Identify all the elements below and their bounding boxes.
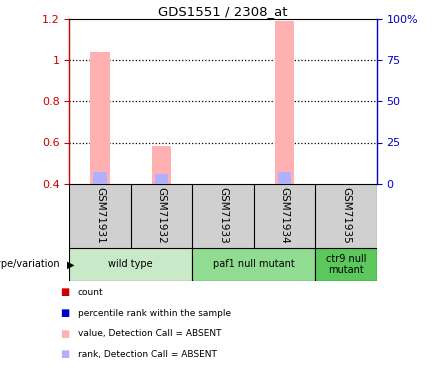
Bar <box>69 248 192 281</box>
Text: value, Detection Call = ABSENT: value, Detection Call = ABSENT <box>78 329 221 338</box>
Bar <box>90 52 110 184</box>
Text: GSM71933: GSM71933 <box>218 187 228 244</box>
Text: wild type: wild type <box>108 260 153 269</box>
Text: ■: ■ <box>61 329 70 339</box>
Text: ctr9 null
mutant: ctr9 null mutant <box>326 254 366 275</box>
Text: rank, Detection Call = ABSENT: rank, Detection Call = ABSENT <box>78 350 217 359</box>
Text: count: count <box>78 288 103 297</box>
Text: GSM71935: GSM71935 <box>341 187 351 244</box>
Bar <box>315 248 377 281</box>
Text: GSM71934: GSM71934 <box>279 187 290 244</box>
Text: GSM71931: GSM71931 <box>95 187 105 244</box>
Text: ■: ■ <box>61 308 70 318</box>
Text: ■: ■ <box>61 350 70 359</box>
Bar <box>278 172 291 184</box>
Text: ▶: ▶ <box>67 260 74 269</box>
Text: GSM71932: GSM71932 <box>156 187 167 244</box>
Text: ■: ■ <box>61 288 70 297</box>
Bar <box>155 174 168 184</box>
Title: GDS1551 / 2308_at: GDS1551 / 2308_at <box>158 4 288 18</box>
Bar <box>275 21 294 184</box>
Bar <box>152 146 171 184</box>
Bar <box>192 248 315 281</box>
Bar <box>93 172 107 184</box>
Text: percentile rank within the sample: percentile rank within the sample <box>78 309 231 318</box>
Text: paf1 null mutant: paf1 null mutant <box>213 260 294 269</box>
Text: genotype/variation: genotype/variation <box>0 260 61 269</box>
